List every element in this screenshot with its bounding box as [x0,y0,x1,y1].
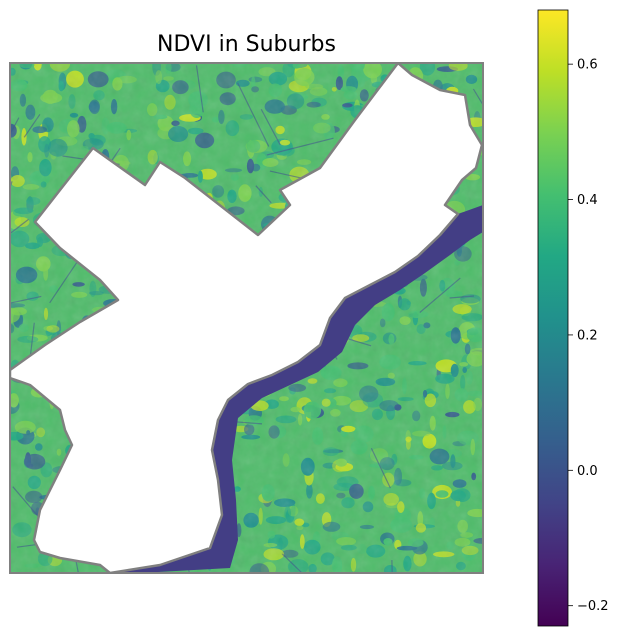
map-frame [9,62,484,574]
colorbar-gradient [537,9,569,627]
colorbar-tick-label: 0.2 [577,328,598,343]
colorbar-tick-label: −0.2 [577,599,609,614]
colorbar-ticks: −0.2 0.0 0.2 0.4 0.6 [568,58,609,614]
chart-title: NDVI in Suburbs [157,32,336,57]
river-water [115,205,483,573]
colorbar-tick-label: 0.4 [577,193,598,208]
colorbar-tick-label: 0.6 [577,58,598,73]
city-region [10,63,483,573]
colorbar-tick-label: 0.0 [577,464,598,479]
